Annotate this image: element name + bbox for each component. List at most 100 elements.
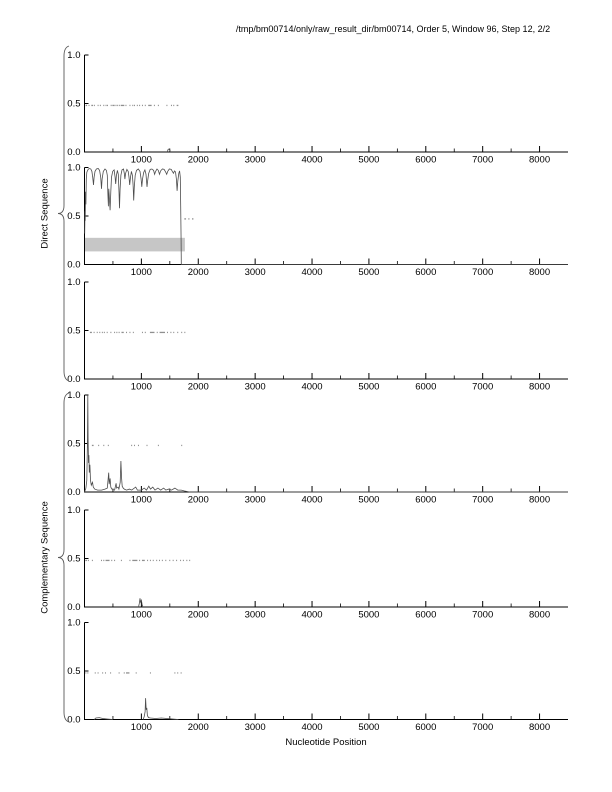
profile-curve: [84, 394, 568, 493]
match-dash: [98, 444, 100, 447]
complementary-sequence-label: Complementary Sequence: [39, 501, 51, 614]
x-tick-label: 7000: [472, 267, 493, 278]
y-tick-label: 0.0: [67, 715, 80, 726]
profile-curve: [93, 717, 113, 720]
y-tick-label: 0.5: [67, 554, 80, 565]
match-dash: [115, 104, 117, 107]
match-dash: [133, 444, 135, 447]
match-dash: [103, 444, 105, 447]
x-tick-label: 5000: [358, 610, 379, 621]
match-dash: [110, 331, 112, 334]
match-dash: [105, 559, 110, 562]
x-tick-label: 8000: [529, 722, 550, 733]
match-dash: [102, 672, 104, 674]
match-dash: [139, 104, 141, 107]
match-dash: [129, 331, 131, 334]
match-dash: [120, 559, 122, 562]
x-tick-label: 7000: [472, 382, 493, 393]
x-tick-label: 3000: [245, 495, 266, 506]
match-dash: [91, 444, 94, 447]
match-dash: [157, 444, 159, 447]
match-dash: [157, 104, 159, 107]
x-tick-label: 5000: [358, 267, 379, 278]
match-dash: [89, 331, 92, 334]
match-dash: [100, 559, 102, 562]
match-dash: [189, 559, 191, 562]
match-dash: [137, 444, 139, 447]
match-dash: [85, 104, 88, 107]
match-dash: [165, 559, 167, 562]
match-dash: [96, 331, 98, 334]
y-tick-label: 1.0: [67, 505, 80, 516]
axes: [84, 622, 568, 720]
match-dash: [112, 104, 115, 107]
panel-direct-3: 0.0 0.5 1.0 1000 2000 3000 4000 5000 6000 7000 800…: [67, 277, 568, 393]
match-dash: [91, 104, 94, 107]
match-dash: [121, 331, 124, 334]
axes: [84, 395, 568, 493]
x-tick-label: 7000: [472, 722, 493, 733]
match-dash: [159, 331, 165, 334]
x-tick-label: 8000: [529, 495, 550, 506]
x-tick-label: 2000: [188, 722, 209, 733]
match-dash: [186, 559, 188, 562]
match-dash: [166, 104, 168, 107]
match-dash: [159, 559, 161, 562]
match-dash: [103, 331, 105, 334]
match-dash: [184, 331, 186, 334]
match-dash: [123, 672, 125, 674]
y-tick-label: 0.5: [67, 99, 80, 110]
match-dash: [156, 331, 158, 334]
match-dash: [141, 559, 145, 562]
match-dash: [104, 672, 106, 674]
match-dash: [182, 559, 184, 562]
x-tick-label: 4000: [301, 382, 322, 393]
match-dash: [147, 559, 149, 562]
x-tick-label: 3000: [245, 722, 266, 733]
match-dash: [174, 672, 176, 674]
y-tick-label: 0.0: [67, 260, 80, 271]
match-dash: [149, 672, 151, 674]
panel-direct-1: 0.0 0.5 1.0 1000 2000 3000 4000 5000 6000 7000 800…: [67, 50, 568, 166]
match-dash: [97, 672, 99, 674]
y-tick-label: 0.0: [67, 374, 80, 385]
axes: [84, 282, 568, 380]
direct-sequence-brace: [57, 45, 70, 382]
x-tick-label: 8000: [529, 610, 550, 621]
x-tick-label: 2000: [188, 267, 209, 278]
y-tick-label: 0.0: [67, 487, 80, 498]
match-dash: [126, 672, 130, 674]
match-dash: [132, 559, 138, 562]
match-dash: [129, 559, 131, 562]
match-dash: [119, 104, 121, 107]
x-tick-label: 4000: [301, 610, 322, 621]
x-tick-label: 6000: [415, 495, 436, 506]
x-tick-label: 8000: [529, 382, 550, 393]
match-dash: [133, 104, 135, 107]
match-dash: [152, 559, 154, 562]
match-dash: [149, 331, 155, 334]
y-tick-label: 0.5: [67, 326, 80, 337]
match-dash: [180, 672, 182, 674]
x-tick-label: 1000: [131, 267, 152, 278]
match-dash: [144, 331, 146, 334]
x-tick-label: 5000: [358, 722, 379, 733]
match-dash: [141, 104, 143, 107]
match-dash: [99, 104, 101, 107]
x-tick-label: 1000: [131, 155, 152, 166]
match-dash: [136, 104, 138, 107]
match-dash: [146, 444, 148, 447]
x-tick-label: 2000: [188, 155, 209, 166]
x-tick-label: 7000: [472, 155, 493, 166]
match-dash: [132, 104, 134, 107]
match-dash: [177, 331, 179, 334]
match-dash: [166, 331, 168, 334]
match-dash: [114, 331, 116, 334]
x-tick-label: 1000: [131, 495, 152, 506]
match-dash: [88, 104, 90, 107]
match-dash: [114, 559, 116, 562]
match-dash: [180, 559, 182, 562]
x-tick-label: 1000: [131, 610, 152, 621]
match-dash: [153, 104, 155, 107]
x-tick-label: 6000: [415, 155, 436, 166]
